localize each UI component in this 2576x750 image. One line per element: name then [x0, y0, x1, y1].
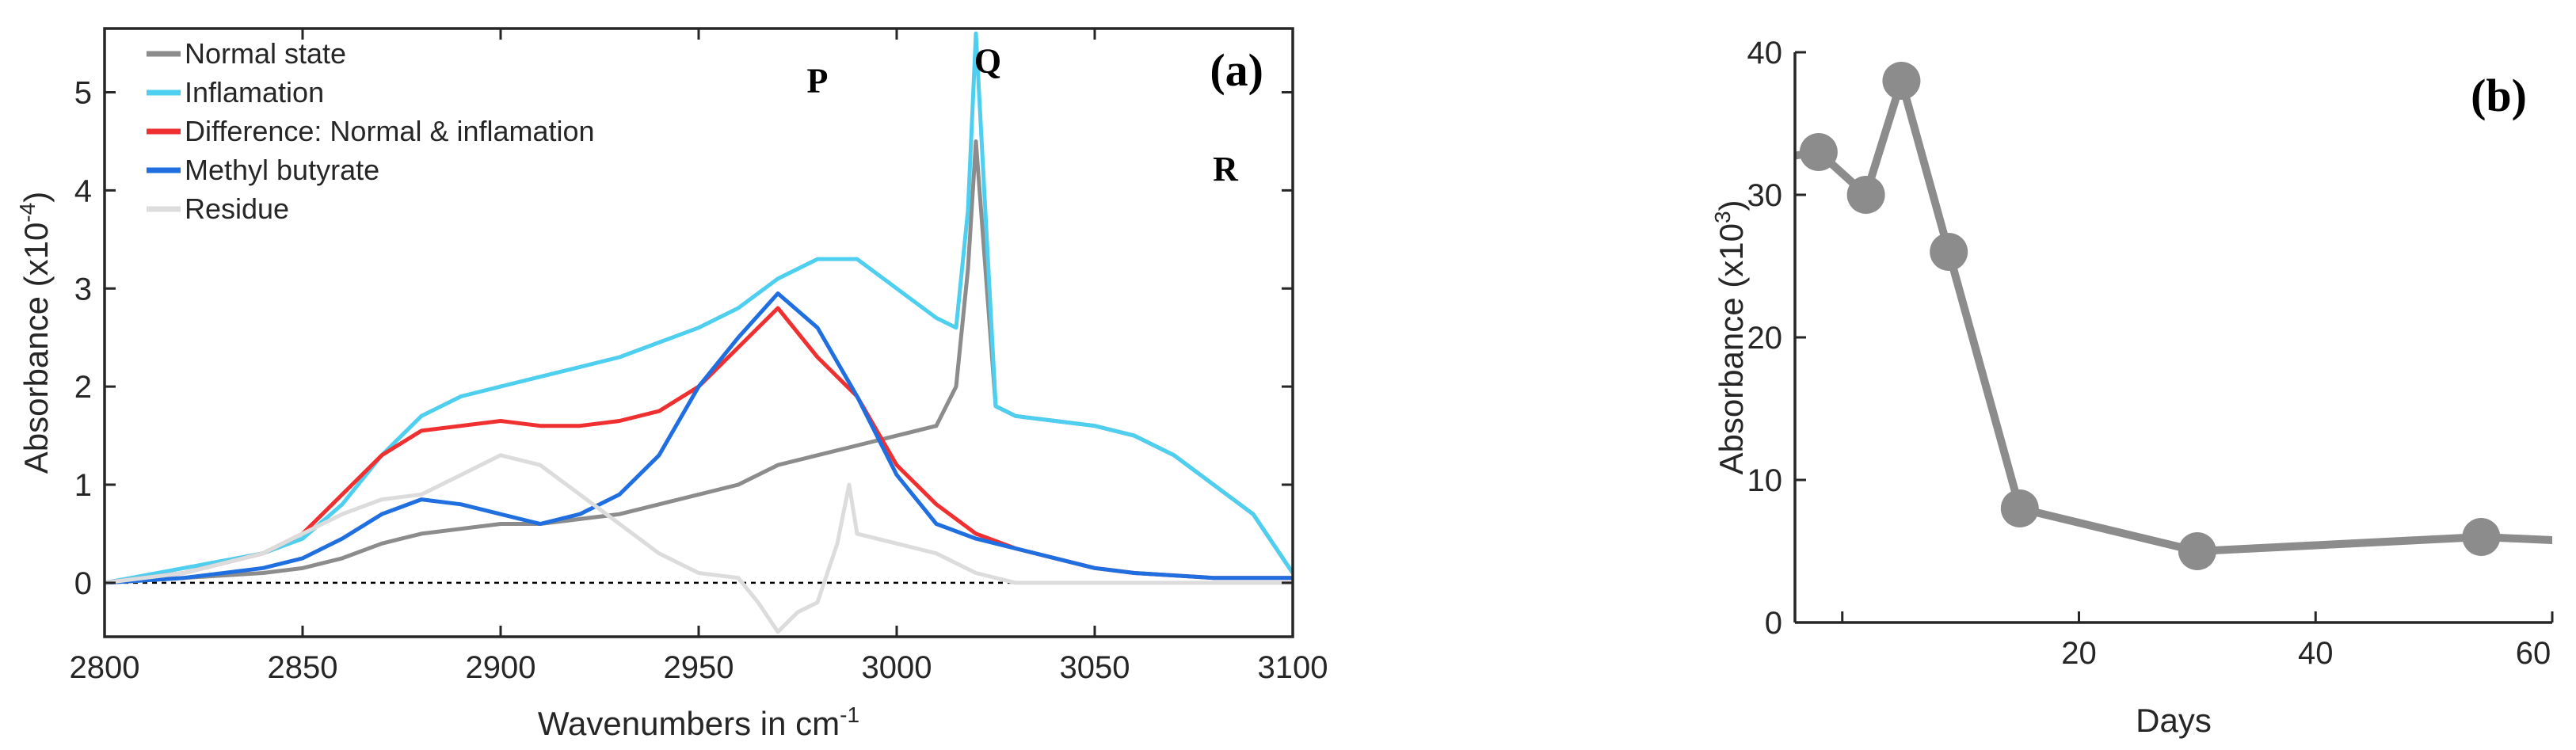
- panel-b-ylabel-superscript: 3: [1710, 211, 1735, 223]
- panel-a-legend: Normal state Inflamation Difference: Norma…: [147, 37, 595, 225]
- panel-a-ylabel: Absorbance (x10-4): [15, 192, 55, 474]
- series-line-5: [105, 453, 1293, 634]
- x-tick-label: 2900: [466, 650, 536, 685]
- x-tick-label: 20: [2061, 636, 2097, 671]
- data-point: [2000, 489, 2039, 527]
- data-point: [1930, 233, 1968, 271]
- series-line-4: [105, 291, 1293, 585]
- data-point: [1799, 133, 1838, 171]
- legend-item: Inflamation: [147, 76, 324, 109]
- panel-a-xlabel-superscript: -1: [840, 702, 859, 727]
- y-tick-label: 10: [1747, 463, 1783, 498]
- panel-b-series: [1795, 62, 2552, 570]
- x-tick-label: 3100: [1258, 650, 1328, 685]
- panel-b: 20 40 60 0 10 20 30 40 (b) Days Absorbance (x10…: [1710, 36, 2554, 739]
- series-line-2: [105, 31, 1293, 585]
- x-tick-label: 2850: [268, 650, 338, 685]
- y-tick-label: 4: [74, 173, 92, 208]
- panel-a-label: (a): [1210, 44, 1263, 96]
- panel-b-ticks: 20 40 60 0 10 20 30 40: [1747, 36, 2554, 671]
- legend-label: Normal state: [185, 37, 346, 70]
- panel-a-series: [105, 31, 1293, 634]
- legend-item: Difference: Normal & inflamation: [147, 115, 595, 147]
- legend-label: Inflamation: [185, 76, 324, 109]
- peak-label-q: Q: [974, 42, 1001, 81]
- y-tick-label: 1: [74, 468, 92, 503]
- legend-item: Methyl butyrate: [147, 154, 379, 186]
- data-point: [2178, 532, 2216, 570]
- panel-a-ticks: 2800 2850 2900 2950 3000 3050 3100 0 1 2 3 4 5: [70, 29, 1328, 685]
- panel-a-annotations: P Q R: [807, 42, 1240, 188]
- peak-label-r: R: [1213, 150, 1239, 188]
- data-point: [2462, 518, 2501, 556]
- panel-b-label: (b): [2471, 70, 2527, 121]
- x-tick-label: 40: [2298, 636, 2334, 671]
- panel-b-xlabel: Days: [2136, 702, 2212, 739]
- x-tick-label: 60: [2516, 636, 2551, 671]
- legend-item: Normal state: [147, 37, 346, 70]
- y-tick-label: 2: [74, 370, 92, 405]
- legend-label: Methyl butyrate: [185, 154, 379, 186]
- panel-a-ylabel-superscript: -4: [15, 203, 40, 223]
- y-tick-label: 5: [74, 76, 92, 111]
- y-tick-label: 20: [1747, 321, 1783, 356]
- data-point: [1882, 62, 1921, 100]
- y-tick-label: 30: [1747, 178, 1783, 213]
- panel-a: 2800 2850 2900 2950 3000 3050 3100 0 1 2 3 4 5 Norma…: [15, 27, 1328, 742]
- panel-a-xlabel: Wavenumbers in cm-1: [538, 702, 859, 742]
- peak-label-p: P: [807, 62, 829, 101]
- x-tick-label: 2950: [664, 650, 734, 685]
- legend-item: Residue: [147, 192, 289, 225]
- x-tick-label: 2800: [70, 650, 140, 685]
- y-tick-label: 0: [1765, 606, 1782, 641]
- x-tick-label: 3000: [862, 650, 932, 685]
- data-point: [1846, 176, 1885, 214]
- legend-label: Difference: Normal & inflamation: [185, 115, 595, 147]
- y-tick-label: 0: [74, 566, 92, 601]
- panel-b-ylabel: Absorbance (x103): [1710, 200, 1750, 474]
- legend-label: Residue: [185, 192, 289, 225]
- x-tick-label: 3050: [1060, 650, 1130, 685]
- y-tick-label: 3: [74, 272, 92, 306]
- y-tick-label: 40: [1747, 36, 1783, 70]
